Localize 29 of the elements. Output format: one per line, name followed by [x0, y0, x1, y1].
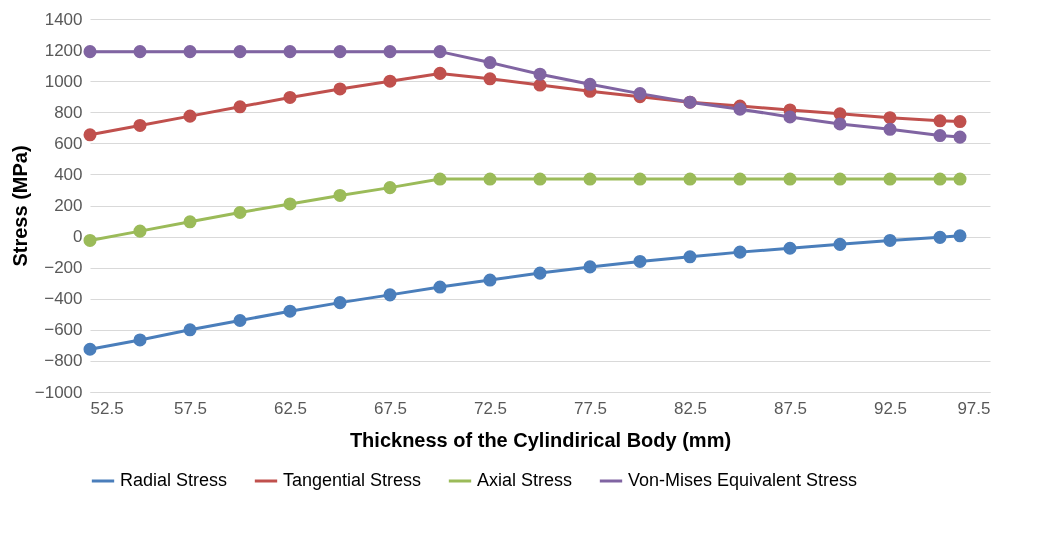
y-tick-label: −400 — [44, 289, 83, 309]
x-tick-label: 67.5 — [373, 398, 408, 418]
y-tick-label: 800 — [54, 102, 83, 122]
x-tick-label: 52.5 — [90, 398, 124, 418]
x-tick-label: 92.5 — [873, 398, 908, 418]
x-tick-label: 97.5 — [957, 398, 991, 418]
y-tick-label: 0 — [73, 227, 83, 247]
y-tick-label: 1400 — [44, 9, 83, 29]
x-tick-label: 72.5 — [473, 398, 508, 418]
y-tick-label: 1000 — [44, 71, 83, 91]
x-tick-label: 82.5 — [673, 398, 708, 418]
y-axis-title: Stress (MPa) — [8, 145, 31, 267]
legend-label: Axial Stress — [477, 470, 573, 490]
y-tick-label: 200 — [54, 196, 83, 215]
y-tick-label: −600 — [44, 320, 83, 340]
legend-label: Tangential Stress — [283, 470, 422, 490]
legend-label: Von-Mises Equivalent Stress — [628, 470, 858, 490]
legend-label: Radial Stress — [120, 470, 228, 490]
y-tick-label: −1000 — [34, 382, 83, 402]
y-tick-label: 600 — [54, 133, 83, 153]
x-tick-label: 57.5 — [173, 398, 208, 418]
y-tick-label: 400 — [54, 164, 83, 184]
x-tick-label: 87.5 — [773, 398, 808, 418]
x-axis-title: Thickness of the Cylindirical Body (mm) — [349, 428, 732, 451]
y-tick-label: 1200 — [44, 40, 83, 60]
x-tick-label: 62.5 — [273, 398, 308, 418]
x-tick-label: 77.5 — [573, 398, 608, 418]
y-tick-label: −800 — [44, 351, 83, 371]
y-tick-label: −200 — [44, 258, 83, 278]
